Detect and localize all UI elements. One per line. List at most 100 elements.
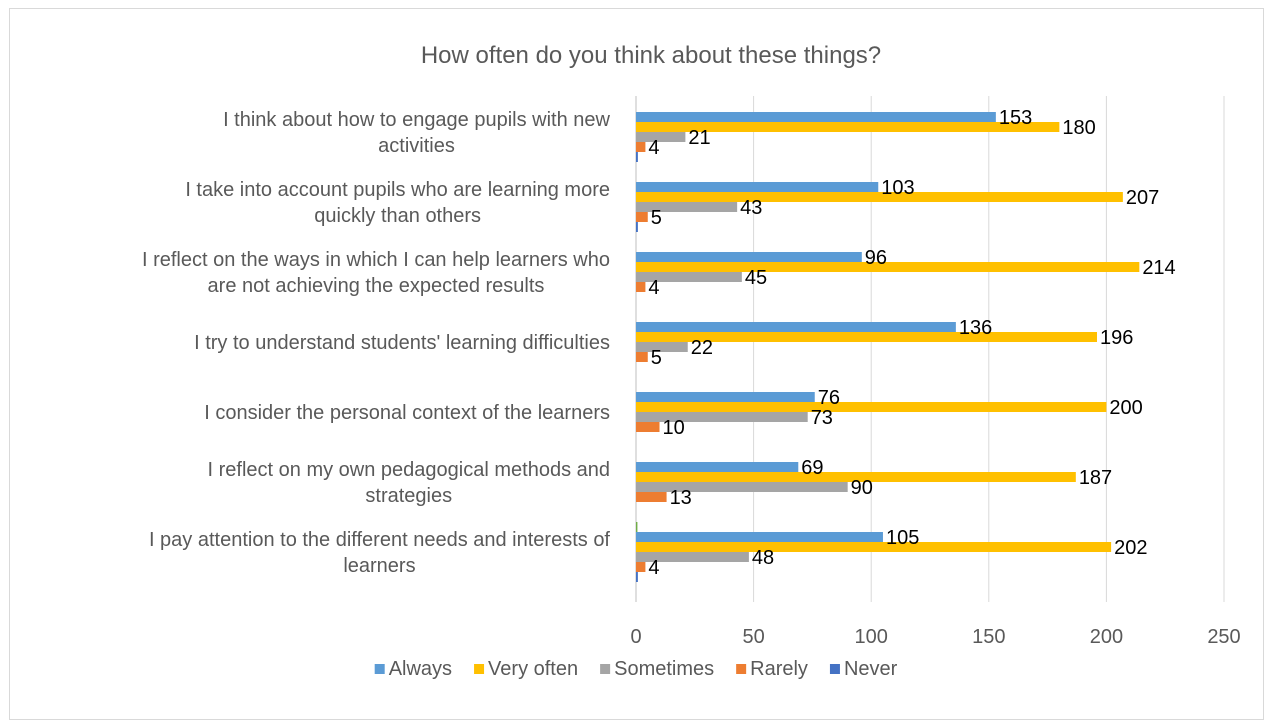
legend-label: Always [389,658,452,680]
data-label: 207 [1126,187,1159,209]
category-label: activities [378,135,455,157]
bar-always [636,182,879,192]
bar-sometimes [636,272,742,282]
data-label: 103 [881,177,914,199]
data-label: 187 [1079,467,1112,489]
bar-very-often [636,332,1097,342]
category-label: learners [343,555,415,577]
bar-very-often [636,192,1123,202]
data-label: 21 [688,127,710,149]
bar-sometimes [636,202,738,212]
bar-very-often [636,472,1076,482]
legend-item-very-often: Very often [474,658,578,680]
bar-rarely [636,282,646,292]
bar-very-often [636,402,1107,412]
category-label: I try to understand students' learning d… [194,332,610,354]
bar-rarely [636,492,667,502]
data-label: 214 [1142,257,1175,279]
legend-swatch [829,664,840,674]
bar-always [636,462,799,472]
category-label: I pay attention to the different needs a… [149,529,610,551]
x-axis-ticks: 0 50 100 150 200 250 [630,626,1240,648]
category-label: quickly than others [314,205,481,227]
bar-very-often [636,542,1112,552]
category-label: I think about how to engage pupils with … [223,109,610,131]
data-label: 196 [1100,327,1133,349]
x-tick-label: 200 [1090,626,1123,648]
legend-swatch [374,664,385,674]
data-label: 90 [851,477,873,499]
data-label: 5 [651,347,662,369]
data-label: 5 [651,207,662,229]
bar-rarely [636,142,646,152]
legend-swatch [600,664,611,674]
legend: Always Very often Sometimes Rarely Never [374,658,898,680]
data-label: 202 [1114,537,1147,559]
bar-rarely [636,562,646,572]
bar-sometimes [636,342,688,352]
bar-never [636,222,638,232]
legend-swatch [474,664,485,674]
data-label: 13 [670,487,692,509]
bar-always [636,252,862,262]
category-labels: I think about how to engage pupils with … [142,109,611,577]
bar-rarely [636,352,648,362]
legend-item-never: Never [829,658,898,680]
legend-label: Very often [488,658,578,680]
category-label: are not achieving the expected results [208,275,545,297]
data-label: 153 [999,107,1032,129]
legend-label: Sometimes [614,658,714,680]
bar-rarely [636,422,660,432]
category-label: I consider the personal context of the l… [204,402,610,424]
data-label: 45 [745,267,767,289]
data-label: 43 [740,197,762,219]
data-label: 76 [818,387,840,409]
data-label: 200 [1109,397,1142,419]
data-label: 10 [663,417,685,439]
data-label: 4 [648,557,659,579]
x-tick-label: 150 [972,626,1005,648]
data-label: 69 [801,457,823,479]
legend-item-always: Always [374,658,452,680]
data-label: 48 [752,547,774,569]
bar-extra [636,522,638,532]
legend-label: Never [844,658,898,680]
x-tick-label: 100 [855,626,888,648]
bar-always [636,112,996,122]
bar-always [636,322,956,332]
category-label: I reflect on the ways in which I can hel… [142,249,610,271]
legend-label: Rarely [750,658,808,680]
bars [636,112,1140,582]
bar-never [636,152,638,162]
x-tick-label: 250 [1207,626,1240,648]
bar-sometimes [636,132,686,142]
category-label: I reflect on my own pedagogical methods … [208,459,610,481]
bar-rarely [636,212,648,222]
bar-sometimes [636,412,808,422]
gridlines [635,96,1225,602]
data-label: 136 [959,317,992,339]
legend-item-rarely: Rarely [736,658,808,680]
bar-very-often [636,262,1140,272]
data-label: 22 [691,337,713,359]
x-tick-label: 50 [742,626,764,648]
data-label: 4 [648,277,659,299]
legend-swatch [736,664,747,674]
bar-always [636,532,883,542]
category-label: strategies [365,485,452,507]
x-tick-label: 0 [630,626,641,648]
bar-sometimes [636,482,848,492]
chart-title: How often do you think about these thing… [421,42,881,69]
category-label: I take into account pupils who are learn… [185,179,610,201]
data-label: 180 [1062,117,1095,139]
bar-always [636,392,815,402]
bar-never [636,572,638,582]
bar-sometimes [636,552,749,562]
data-label: 105 [886,527,919,549]
data-label: 96 [865,247,887,269]
bar-very-often [636,122,1060,132]
data-label: 4 [648,137,659,159]
data-label: 73 [811,407,833,429]
